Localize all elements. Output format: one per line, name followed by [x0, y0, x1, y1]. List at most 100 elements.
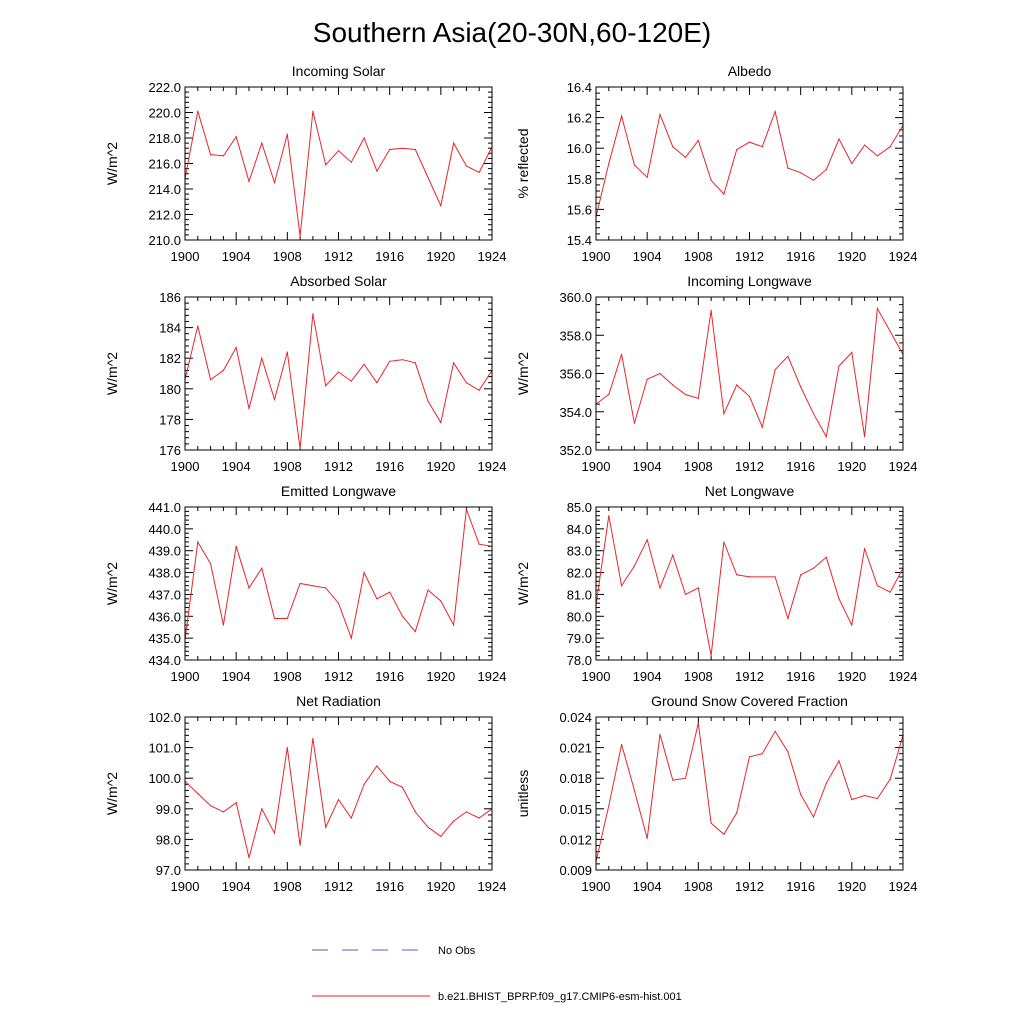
data-point [222, 369, 224, 371]
data-point [376, 170, 378, 172]
y-tick-label: 99.0 [156, 802, 181, 817]
data-point [825, 169, 827, 171]
y-tick-label: 360.0 [559, 290, 592, 305]
data-point [876, 307, 879, 310]
series-line [184, 509, 493, 641]
data-point [414, 631, 416, 633]
data-point [710, 309, 712, 311]
data-point [621, 743, 623, 746]
x-tick-label: 1920 [837, 669, 866, 684]
x-tick-label: 1912 [324, 249, 353, 264]
data-point [864, 794, 866, 797]
y-tick-label: 101.0 [148, 741, 181, 756]
data-point [723, 413, 725, 415]
data-point [325, 587, 327, 589]
data-point [723, 541, 725, 543]
data-point [389, 780, 391, 782]
data-point [401, 615, 404, 617]
data-point [825, 782, 827, 784]
data-point [851, 162, 853, 165]
x-tick-label: 1900 [582, 459, 611, 474]
data-point [299, 447, 301, 450]
y-tick-label: 210.0 [148, 233, 181, 248]
data-point [633, 789, 636, 792]
data-point [838, 760, 840, 762]
data-point [774, 730, 776, 732]
data-point [889, 778, 891, 780]
y-tick-label: 16.0 [567, 141, 592, 156]
data-point [273, 617, 276, 620]
chart-panel-2: Albedo % reflected 1900 1904 1908 1912 1916 192… [515, 63, 917, 264]
x-tick-label: 1920 [426, 459, 455, 474]
data-point [261, 142, 263, 144]
data-point [261, 567, 263, 569]
data-point [286, 351, 288, 353]
data-point [697, 397, 699, 399]
y-tick-label: 84.0 [567, 522, 592, 537]
y-tick-label: 81.0 [567, 587, 592, 602]
x-tick-label: 1924 [889, 459, 918, 474]
x-tick-label: 1908 [273, 879, 302, 894]
data-point [787, 617, 789, 620]
data-point [248, 180, 250, 182]
x-tick-label: 1904 [633, 249, 662, 264]
y-tick-label: 0.009 [559, 863, 592, 878]
y-tick-label: 216.0 [148, 157, 181, 172]
legend-model-label: b.e21.BHIST_BPRP.f09_g17.CMIP6-esm-hist.… [438, 991, 682, 1003]
data-point [427, 826, 429, 828]
y-axis-label: W/m^2 [104, 352, 120, 395]
data-point [608, 805, 610, 807]
data-point [761, 426, 763, 428]
data-point [299, 844, 301, 847]
data-point [825, 556, 827, 558]
data-point [697, 587, 699, 589]
data-point [736, 384, 738, 386]
x-tick-label: 1924 [478, 249, 507, 264]
data-point [222, 624, 224, 626]
y-tick-label: 80.0 [567, 609, 592, 624]
y-tick-label: 218.0 [148, 131, 181, 146]
y-tick-label: 439.0 [148, 544, 181, 559]
x-tick-label: 1920 [426, 249, 455, 264]
data-point [376, 598, 378, 600]
data-point [427, 589, 429, 591]
data-point [608, 515, 610, 517]
data-point [761, 576, 763, 578]
data-point [414, 148, 416, 151]
data-point [659, 733, 661, 735]
x-tick-label: 1908 [273, 669, 302, 684]
data-point [646, 378, 648, 380]
data-point [401, 359, 404, 361]
x-tick-label: 1924 [889, 879, 918, 894]
x-tick-label: 1920 [426, 879, 455, 894]
data-point [748, 395, 751, 397]
data-point [478, 389, 480, 391]
data-point [197, 792, 199, 795]
x-tick-label: 1924 [478, 459, 507, 474]
data-point [851, 799, 853, 801]
plot-frame [184, 86, 493, 241]
y-axis-label: W/m^2 [104, 562, 120, 605]
x-tick-label: 1912 [324, 879, 353, 894]
y-axis-label: W/m^2 [515, 352, 531, 395]
x-tick-label: 1912 [735, 669, 764, 684]
data-point [325, 826, 327, 828]
series-line [184, 111, 493, 237]
x-tick-label: 1912 [324, 459, 353, 474]
data-point [864, 547, 866, 550]
y-tick-label: 184 [159, 321, 181, 336]
data-point [621, 585, 623, 587]
data-point [774, 576, 776, 578]
data-point [672, 554, 674, 556]
y-tick-label: 0.024 [559, 710, 592, 725]
data-point [440, 421, 442, 424]
chart-title: Incoming Solar [292, 63, 386, 79]
y-tick-label: 435.0 [148, 631, 181, 646]
data-point [414, 811, 416, 813]
y-tick-label: 436.0 [148, 609, 181, 624]
page-title: Southern Asia(20-30N,60-120E) [313, 17, 711, 48]
data-point [812, 567, 815, 569]
data-point [478, 171, 480, 173]
data-point [312, 585, 314, 587]
x-tick-label: 1916 [786, 459, 815, 474]
